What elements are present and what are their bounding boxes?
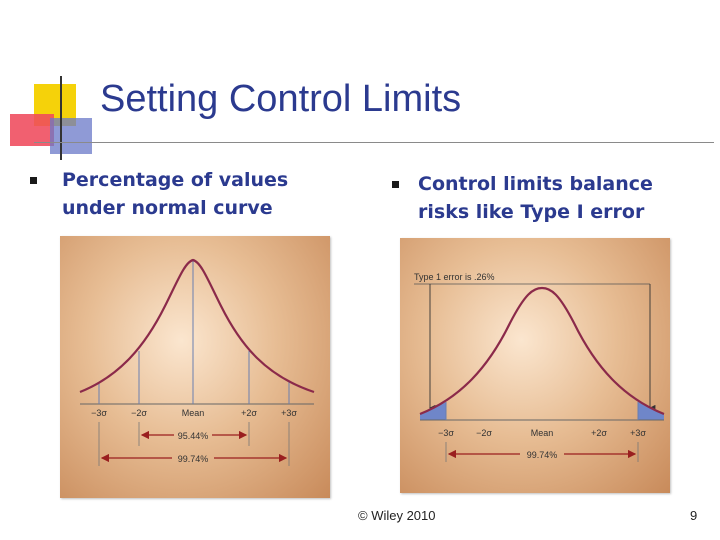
slide-title: Setting Control Limits [100, 78, 462, 120]
right-tick-mean: Mean [531, 428, 554, 438]
bullet-marker-right [392, 181, 399, 188]
normal-curve-figure-left: −3σ −2σ Mean +2σ +3σ 95.44% 99.74% [60, 236, 330, 498]
normal-curve-diagram-left: −3σ −2σ Mean +2σ +3σ 95.44% 99.74% [79, 258, 315, 466]
bullet-marker-left [30, 177, 37, 184]
bullet-right: Control limits balance risks like Type I… [418, 170, 653, 226]
title-decoration-vertical-line [60, 76, 62, 160]
bullet-right-line2: risks like Type I error [418, 201, 645, 223]
right-bell-curve [419, 286, 665, 416]
page-number: 9 [690, 508, 698, 523]
type1-error-note: Type 1 error is .26% [414, 272, 495, 282]
left-tick-plus2: +2σ [241, 408, 257, 418]
right-right-tail-area [638, 402, 664, 420]
bullet-left-line1: Percentage of values [62, 169, 289, 191]
left-tick-plus3: +3σ [281, 408, 297, 418]
normal-curve-diagram-right: Type 1 error is .26% −3σ −2σ Mean +2σ +3… [414, 272, 665, 462]
title-decoration-red-square [10, 114, 54, 146]
bullet-left-line2: under normal curve [62, 197, 273, 219]
normal-curve-figure-right: Type 1 error is .26% −3σ −2σ Mean +2σ +3… [400, 238, 670, 493]
right-left-tail-area [420, 402, 446, 420]
left-tick-minus3: −3σ [91, 408, 107, 418]
bullet-left: Percentage of values under normal curve [62, 166, 288, 222]
left-tick-minus2: −2σ [131, 408, 147, 418]
right-tick-plus2: +2σ [591, 428, 607, 438]
right-tick-minus2: −2σ [476, 428, 492, 438]
right-tick-minus3: −3σ [438, 428, 454, 438]
bullet-right-line1: Control limits balance [418, 173, 653, 195]
title-decoration-blue-square [50, 118, 92, 154]
right-range-label: 99.74% [527, 450, 558, 460]
footer-copyright: © Wiley 2010 [358, 508, 436, 523]
left-bell-curve [79, 258, 315, 394]
right-tick-plus3: +3σ [630, 428, 646, 438]
left-inner-range-label: 95.44% [178, 431, 209, 441]
title-underline [34, 142, 714, 143]
left-outer-range-label: 99.74% [178, 454, 209, 464]
left-tick-mean: Mean [182, 408, 205, 418]
